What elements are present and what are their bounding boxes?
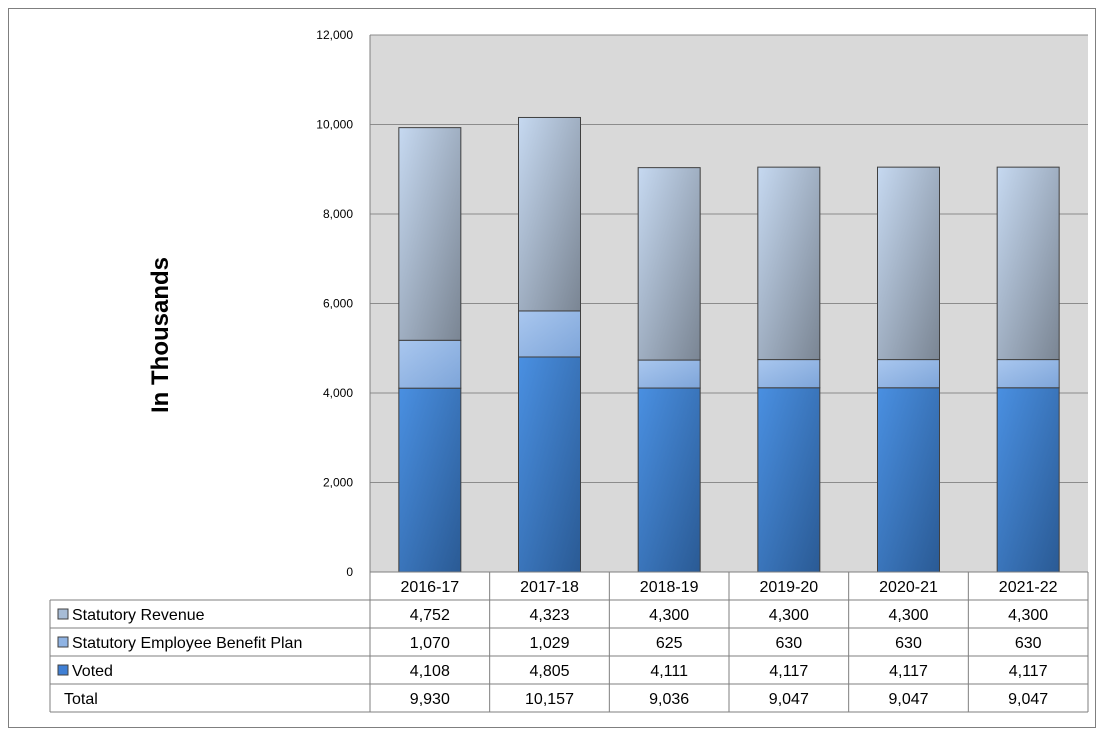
legend-label-statutory-revenue: Statutory Revenue [72,607,205,624]
data-label-total-2019-20: 9,047 [769,691,809,708]
data-label-total-2017-18: 10,157 [525,691,574,708]
bar-statutory-employee-benefit-plan-2018-19 [637,359,701,389]
y-tick-label: 10,000 [316,118,353,132]
data-label-total-2020-21: 9,047 [888,691,928,708]
legend-label-voted: Voted [72,663,113,680]
y-tick-label: 2,000 [323,476,353,490]
data-label-statutory-employee-benefit-plan-2020-21: 630 [895,635,922,652]
data-label-voted-2020-21: 4,117 [889,663,928,680]
y-tick-label: 12,000 [316,28,353,42]
bar-voted-2020-21 [877,387,940,573]
x-tick-label: 2016-17 [400,579,459,596]
data-label-voted-2021-22: 4,117 [1009,663,1048,680]
data-label-statutory-revenue-2018-19: 4,300 [649,607,689,624]
bar-statutory-employee-benefit-plan-2021-22 [996,359,1060,389]
y-tick-label: 0 [346,565,353,579]
legend-swatch-statutory-employee-benefit-plan [57,636,69,648]
x-tick-label: 2019-20 [759,579,818,596]
data-label-statutory-revenue-2021-22: 4,300 [1008,607,1048,624]
bar-voted-2019-20 [757,387,821,573]
data-label-total-2016-17: 9,930 [410,691,450,708]
bar-voted-2018-19 [637,387,701,573]
data-label-statutory-employee-benefit-plan-2017-18: 1,029 [529,635,569,652]
y-tick-label: 6,000 [323,297,353,311]
data-label-voted-2018-19: 4,111 [650,663,688,680]
data-label-voted-2016-17: 4,108 [410,663,450,680]
y-axis-label: In Thousands [147,257,174,413]
y-tick-label: 4,000 [323,386,353,400]
data-label-statutory-employee-benefit-plan-2018-19: 625 [656,635,683,652]
bar-statutory-revenue-2019-20 [757,166,821,361]
bar-voted-2021-22 [996,387,1060,573]
bar-statutory-revenue-2017-18 [518,116,581,312]
data-label-voted-2019-20: 4,117 [769,663,808,680]
bar-statutory-revenue-2020-21 [877,166,940,361]
data-label-statutory-employee-benefit-plan-2019-20: 630 [775,635,802,652]
data-label-total-2021-22: 9,047 [1008,691,1048,708]
bar-statutory-revenue-2021-22 [996,166,1060,361]
data-label-statutory-revenue-2019-20: 4,300 [769,607,809,624]
data-label-statutory-revenue-2017-18: 4,323 [529,607,569,624]
legend-label-total: Total [64,691,98,708]
chart-frame [8,8,1096,728]
data-label-total-2018-19: 9,036 [649,691,689,708]
x-tick-label: 2018-19 [640,579,699,596]
legend-swatch-voted [57,664,69,676]
y-tick-label: 8,000 [323,207,353,221]
bar-voted-2017-18 [518,356,581,573]
legend-swatch-statutory-revenue [57,608,69,620]
data-label-statutory-employee-benefit-plan-2016-17: 1,070 [410,635,450,652]
data-label-statutory-revenue-2020-21: 4,300 [888,607,928,624]
data-label-statutory-employee-benefit-plan-2021-22: 630 [1015,635,1042,652]
legend-label-statutory-employee-benefit-plan: Statutory Employee Benefit Plan [72,635,302,652]
bar-statutory-employee-benefit-plan-2017-18 [518,310,581,358]
bar-statutory-revenue-2016-17 [398,127,462,341]
data-label-voted-2017-18: 4,805 [529,663,569,680]
x-tick-label: 2020-21 [879,579,938,596]
bar-statutory-employee-benefit-plan-2019-20 [757,359,821,389]
data-label-statutory-revenue-2016-17: 4,752 [410,607,450,624]
bar-statutory-employee-benefit-plan-2016-17 [398,339,462,389]
x-tick-label: 2021-22 [999,579,1058,596]
x-tick-label: 2017-18 [520,579,579,596]
bar-statutory-revenue-2018-19 [637,167,701,361]
